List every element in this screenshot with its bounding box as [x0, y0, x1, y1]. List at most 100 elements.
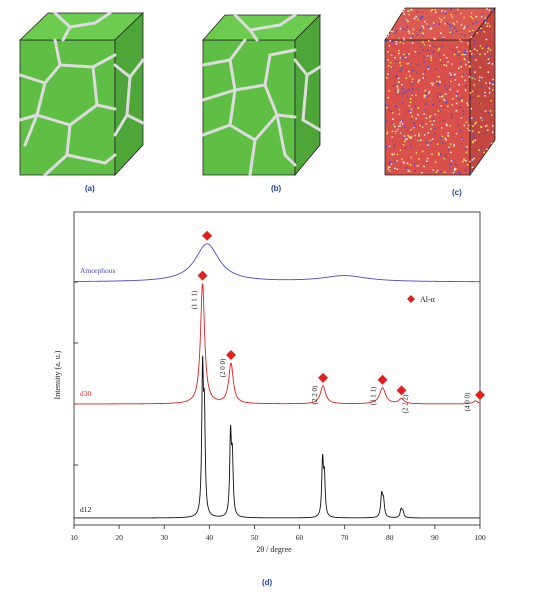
atom-speck	[469, 50, 472, 53]
atom-speck	[455, 102, 458, 105]
atom-speck	[438, 100, 440, 103]
atom-speck	[407, 88, 410, 91]
atom-speck	[430, 57, 433, 59]
atom-speck	[389, 61, 392, 64]
atom-speck	[464, 79, 467, 82]
atom-speck	[402, 87, 404, 90]
atom-speck	[413, 163, 416, 165]
atom-speck	[391, 122, 394, 125]
peak-labels: (1 1 1) (2 0 0) (2 2 0) (3 1 1) (2 2 2) (4 0 …	[191, 290, 472, 413]
atom-speck	[401, 67, 403, 70]
atom-speck	[411, 92, 414, 95]
atom-speck	[403, 53, 405, 56]
atom-speck	[406, 162, 409, 165]
atom-speck	[449, 124, 452, 127]
atom-speck	[411, 69, 414, 72]
atom-speck	[474, 123, 477, 125]
atom-speck	[474, 59, 477, 61]
atom-speck	[411, 87, 414, 90]
atom-speck	[385, 40, 388, 42]
atom-speck	[479, 53, 481, 56]
atom-speck	[436, 96, 439, 99]
atom-speck	[397, 125, 400, 128]
atom-speck	[385, 103, 387, 106]
atom-speck	[474, 139, 477, 142]
atom-speck	[443, 63, 446, 66]
atom-speck	[463, 124, 466, 127]
atom-speck	[458, 67, 460, 70]
atom-speck	[397, 88, 400, 91]
atom-speck	[401, 56, 404, 59]
atom-speck	[464, 169, 467, 172]
atom-speck	[403, 140, 406, 143]
atom-speck	[415, 117, 417, 120]
atom-speck	[426, 157, 429, 160]
atom-speck	[445, 101, 447, 104]
atom-speck	[446, 22, 449, 24]
atom-speck	[425, 123, 428, 125]
atom-speck	[390, 66, 393, 68]
atom-speck	[414, 50, 417, 53]
atom-speck	[450, 74, 452, 77]
atom-speck	[458, 83, 461, 86]
atom-speck	[487, 111, 489, 114]
atom-speck	[454, 27, 456, 29]
peak-label: (4 0 0)	[463, 392, 471, 411]
atom-speck	[484, 110, 487, 113]
atom-speck	[450, 76, 452, 78]
atom-speck	[432, 103, 434, 106]
atom-speck	[455, 168, 457, 170]
atom-speck	[416, 164, 419, 167]
atom-speck	[418, 134, 420, 137]
atom-speck	[421, 126, 424, 128]
atom-speck	[435, 68, 438, 70]
atom-speck	[433, 80, 436, 83]
atom-speck	[385, 60, 388, 62]
atom-speck	[455, 95, 458, 97]
atom-speck	[489, 82, 491, 85]
atom-speck	[430, 141, 433, 143]
atom-speck	[420, 26, 423, 29]
atom-speck	[414, 170, 417, 173]
atom-speck	[438, 154, 440, 156]
atom-speck	[457, 50, 460, 53]
atom-speck	[407, 134, 410, 137]
atom-speck	[404, 39, 407, 42]
atom-speck	[444, 156, 447, 159]
atom-speck	[443, 157, 446, 160]
atom-box-c	[384, 6, 496, 177]
atom-speck	[412, 81, 415, 84]
atom-speck	[414, 134, 417, 137]
atom-speck	[471, 122, 473, 125]
atom-speck	[386, 132, 388, 135]
atom-speck	[431, 153, 433, 156]
atom-speck	[450, 117, 453, 119]
atom-speck	[444, 22, 447, 25]
atom-speck	[408, 13, 410, 16]
atom-speck	[431, 138, 434, 141]
atom-speck	[489, 49, 492, 51]
atom-speck	[491, 9, 494, 12]
atom-speck	[426, 23, 428, 25]
atom-speck	[417, 81, 419, 83]
atom-speck	[463, 158, 465, 160]
atom-speck	[412, 28, 415, 30]
atom-speck	[436, 143, 439, 146]
atom-speck	[432, 22, 435, 25]
peak-label: (3 1 1)	[370, 386, 378, 405]
atom-speck	[394, 56, 396, 59]
atom-speck	[444, 93, 447, 95]
atom-speck	[445, 123, 448, 126]
atom-speck	[492, 78, 494, 81]
atom-speck	[409, 170, 411, 173]
atom-speck	[434, 113, 437, 116]
atom-speck	[388, 44, 391, 47]
atom-speck	[428, 44, 431, 47]
atom-speck	[389, 162, 392, 164]
atom-speck	[395, 89, 397, 92]
atom-speck	[466, 145, 468, 148]
atom-speck	[422, 26, 425, 29]
atom-speck	[450, 114, 453, 116]
atom-speck	[423, 96, 426, 99]
atom-speck	[393, 153, 396, 155]
